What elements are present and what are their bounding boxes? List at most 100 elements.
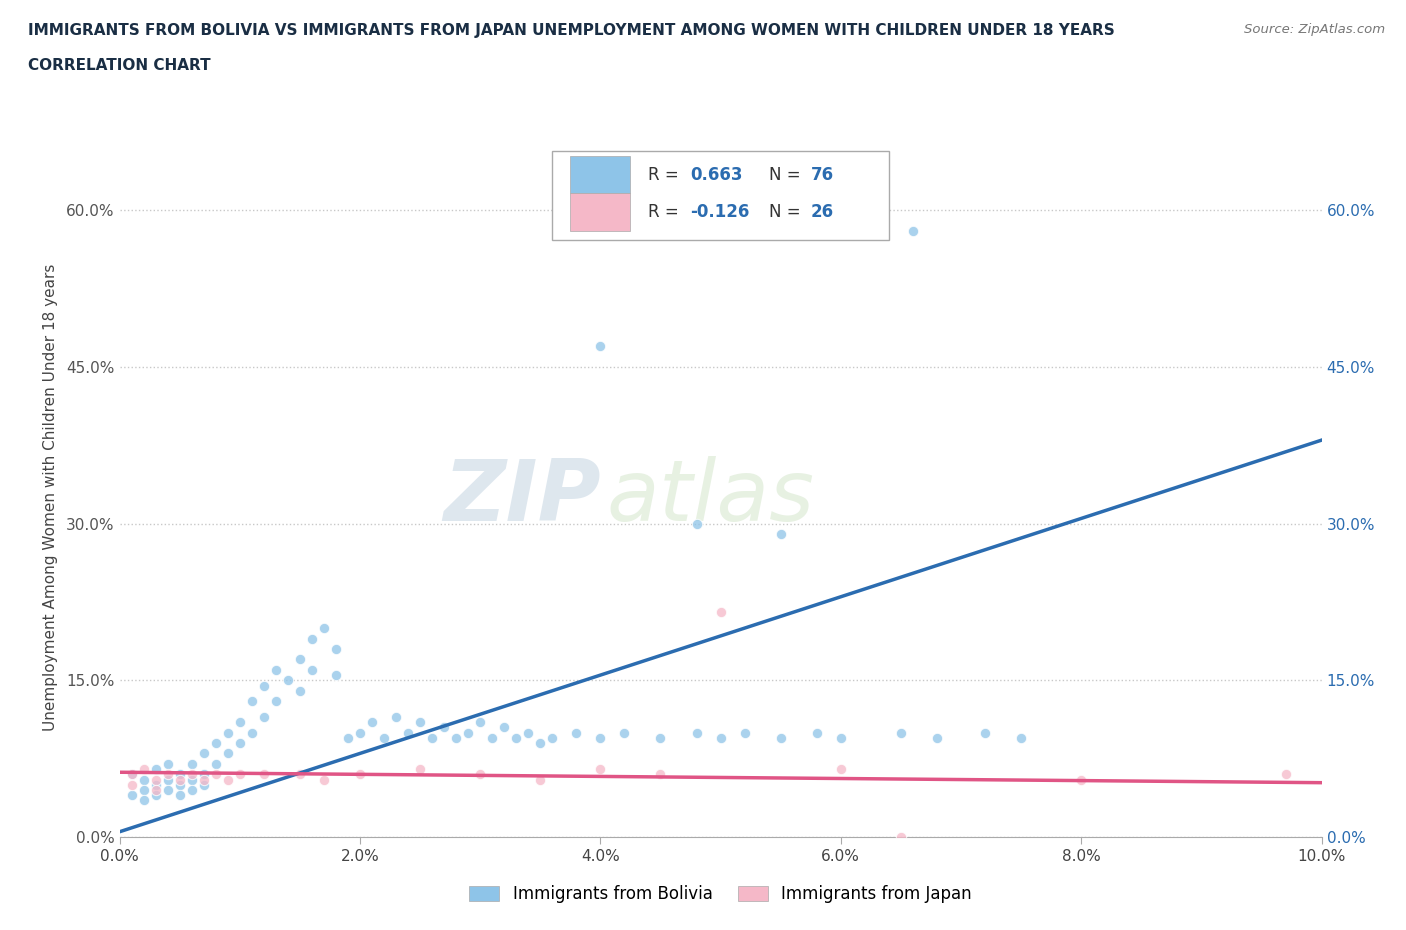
Point bbox=[217, 772, 239, 787]
Point bbox=[204, 756, 226, 771]
Point bbox=[145, 762, 167, 777]
Point bbox=[180, 772, 202, 787]
Text: N =: N = bbox=[769, 203, 806, 221]
FancyBboxPatch shape bbox=[571, 156, 630, 193]
Point bbox=[288, 684, 311, 698]
Point bbox=[301, 662, 323, 677]
Point bbox=[565, 725, 588, 740]
Point bbox=[121, 788, 143, 803]
Text: R =: R = bbox=[648, 203, 685, 221]
Point bbox=[529, 736, 551, 751]
Point bbox=[409, 714, 432, 729]
Point bbox=[541, 730, 564, 745]
Point bbox=[180, 767, 202, 782]
Point bbox=[336, 730, 359, 745]
Point bbox=[589, 339, 612, 353]
Point bbox=[613, 725, 636, 740]
Point bbox=[228, 714, 252, 729]
Point bbox=[193, 746, 215, 761]
Point bbox=[228, 767, 252, 782]
Point bbox=[1070, 772, 1092, 787]
Point bbox=[830, 730, 852, 745]
Text: CORRELATION CHART: CORRELATION CHART bbox=[28, 58, 211, 73]
Point bbox=[156, 782, 179, 797]
Point bbox=[325, 668, 347, 683]
Point bbox=[433, 720, 456, 735]
Point bbox=[169, 772, 191, 787]
Point bbox=[734, 725, 756, 740]
Point bbox=[169, 777, 191, 792]
Legend: Immigrants from Bolivia, Immigrants from Japan: Immigrants from Bolivia, Immigrants from… bbox=[463, 879, 979, 910]
Point bbox=[264, 662, 287, 677]
Point bbox=[1274, 767, 1296, 782]
Point bbox=[385, 710, 408, 724]
Point bbox=[180, 756, 202, 771]
Point bbox=[312, 620, 335, 635]
Point bbox=[481, 730, 503, 745]
Point bbox=[709, 730, 731, 745]
Point bbox=[709, 605, 731, 620]
Point bbox=[685, 516, 707, 531]
Point bbox=[890, 725, 912, 740]
Point bbox=[145, 772, 167, 787]
Point bbox=[373, 730, 395, 745]
Point bbox=[650, 767, 672, 782]
Point bbox=[468, 714, 492, 729]
Point bbox=[901, 224, 924, 239]
Point bbox=[217, 746, 239, 761]
Text: IMMIGRANTS FROM BOLIVIA VS IMMIGRANTS FROM JAPAN UNEMPLOYMENT AMONG WOMEN WITH C: IMMIGRANTS FROM BOLIVIA VS IMMIGRANTS FR… bbox=[28, 23, 1115, 38]
Point bbox=[240, 694, 263, 709]
Point bbox=[517, 725, 540, 740]
Point bbox=[288, 767, 311, 782]
Point bbox=[253, 767, 276, 782]
Point bbox=[145, 782, 167, 797]
Point bbox=[145, 777, 167, 792]
Point bbox=[121, 767, 143, 782]
Point bbox=[132, 782, 155, 797]
Point bbox=[204, 736, 226, 751]
Point bbox=[253, 678, 276, 693]
Text: 76: 76 bbox=[811, 166, 834, 184]
Point bbox=[349, 725, 371, 740]
Point bbox=[193, 777, 215, 792]
Point bbox=[156, 772, 179, 787]
Text: -0.126: -0.126 bbox=[690, 203, 749, 221]
Point bbox=[325, 642, 347, 657]
Point bbox=[132, 762, 155, 777]
Point bbox=[890, 830, 912, 844]
Point bbox=[349, 767, 371, 782]
Text: atlas: atlas bbox=[606, 456, 814, 539]
Point bbox=[529, 772, 551, 787]
Point bbox=[685, 725, 707, 740]
Point bbox=[169, 767, 191, 782]
Point bbox=[156, 767, 179, 782]
Point bbox=[589, 730, 612, 745]
Point bbox=[277, 673, 299, 688]
Point bbox=[769, 526, 792, 541]
Text: ZIP: ZIP bbox=[443, 456, 600, 539]
Point bbox=[145, 788, 167, 803]
Point bbox=[121, 767, 143, 782]
Point bbox=[505, 730, 527, 745]
Point bbox=[457, 725, 479, 740]
Point bbox=[494, 720, 516, 735]
Point bbox=[420, 730, 443, 745]
Point bbox=[974, 725, 997, 740]
Point bbox=[156, 756, 179, 771]
Text: 0.663: 0.663 bbox=[690, 166, 742, 184]
Point bbox=[409, 762, 432, 777]
Text: Source: ZipAtlas.com: Source: ZipAtlas.com bbox=[1244, 23, 1385, 36]
Point bbox=[301, 631, 323, 646]
Point bbox=[806, 725, 828, 740]
Point bbox=[193, 772, 215, 787]
Point bbox=[121, 777, 143, 792]
FancyBboxPatch shape bbox=[553, 152, 889, 240]
Point bbox=[396, 725, 419, 740]
Y-axis label: Unemployment Among Women with Children Under 18 years: Unemployment Among Women with Children U… bbox=[42, 264, 58, 731]
Point bbox=[253, 710, 276, 724]
Point bbox=[361, 714, 384, 729]
Point bbox=[650, 730, 672, 745]
Point bbox=[589, 762, 612, 777]
Text: 26: 26 bbox=[811, 203, 834, 221]
Point bbox=[180, 782, 202, 797]
